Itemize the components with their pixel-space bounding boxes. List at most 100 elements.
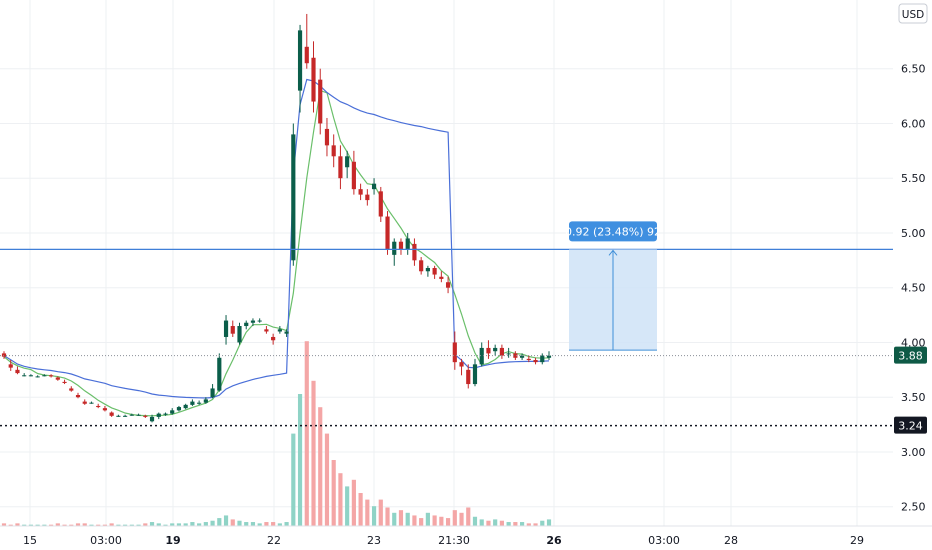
candle-body <box>459 362 464 367</box>
candle-body <box>156 413 161 417</box>
x-tick-label: 15 <box>23 534 37 547</box>
volume-bar <box>324 433 330 526</box>
volume-bar <box>42 524 47 526</box>
x-tick-label: 21:30 <box>438 534 470 547</box>
candle <box>493 344 498 356</box>
candle-body <box>324 128 330 146</box>
candle <box>28 374 33 377</box>
moving-average-path <box>3 89 550 417</box>
candle-body <box>378 191 383 217</box>
candle <box>365 189 370 206</box>
candle <box>116 414 121 417</box>
candle <box>15 366 20 375</box>
candle <box>371 178 377 195</box>
candle-body <box>546 355 552 358</box>
candle-body <box>419 260 424 272</box>
dotted-price-badge: 3.24 <box>898 420 923 433</box>
candles <box>1 13 552 423</box>
volume-bar <box>69 524 74 526</box>
candle <box>351 150 356 195</box>
candle <box>345 150 350 179</box>
volume-bars <box>1 341 552 526</box>
candle-body <box>244 322 249 327</box>
volume-bar <box>156 523 161 526</box>
candle-body <box>257 320 262 322</box>
candle <box>136 413 141 416</box>
volume-bar <box>250 522 256 526</box>
candle-body <box>1 353 7 357</box>
volume-bar <box>533 523 538 526</box>
volume-bar <box>129 524 134 526</box>
volume-bar <box>96 524 101 526</box>
candle-body <box>250 320 256 323</box>
volume-bar <box>197 523 202 526</box>
candle-body <box>351 161 356 190</box>
x-tick-label: 23 <box>367 534 381 547</box>
candle-body <box>22 375 27 377</box>
volume-bar <box>217 518 222 526</box>
candle-body <box>520 355 525 358</box>
candle <box>398 238 404 255</box>
candle-body <box>129 414 134 416</box>
volume-bar <box>392 512 397 526</box>
candle <box>271 333 276 345</box>
candle-body <box>149 416 155 422</box>
candle <box>385 211 390 255</box>
volume-bar <box>75 523 81 526</box>
volume-bar <box>116 524 121 526</box>
candle <box>499 344 504 359</box>
volume-bar <box>1 523 7 526</box>
candle <box>412 238 417 266</box>
volume-bar <box>183 523 188 526</box>
candle <box>123 414 128 417</box>
currency-label-box <box>898 3 928 24</box>
volume-bar <box>499 520 504 526</box>
candle <box>96 403 101 409</box>
overlays: 0.92 (23.48%) 92 <box>0 221 893 427</box>
volume-bar <box>466 507 471 526</box>
volume-bar <box>210 520 215 526</box>
volume-bar <box>109 523 114 526</box>
candle-body <box>8 364 13 368</box>
candle-body <box>385 216 390 250</box>
candle <box>230 320 235 337</box>
volume-bar <box>28 524 33 526</box>
volume-bar <box>540 520 545 526</box>
candle-body <box>358 189 363 195</box>
dotted-price-badge-bg <box>894 416 927 434</box>
candle <box>452 331 457 370</box>
candle <box>82 399 87 405</box>
y-tick-label: 6.00 <box>901 117 926 130</box>
volume-bar <box>351 479 356 526</box>
candle <box>69 386 74 392</box>
candle <box>190 399 195 406</box>
volume-bar <box>318 407 323 526</box>
x-tick-label: 19 <box>165 534 180 547</box>
volume-bar <box>271 522 276 526</box>
candle <box>264 326 269 334</box>
candle <box>439 271 444 283</box>
volume-bar <box>170 523 175 526</box>
candle-body <box>493 347 498 352</box>
candle-body <box>183 404 188 409</box>
candle-body <box>452 342 457 363</box>
candle-body <box>264 329 269 332</box>
candle-body <box>89 402 94 404</box>
volume-bar <box>244 522 249 526</box>
candle <box>324 117 330 157</box>
candle-body <box>533 359 538 363</box>
volume-bar <box>378 499 383 526</box>
candle-body <box>203 399 208 403</box>
candle <box>1 351 7 359</box>
volume-bar <box>506 522 511 526</box>
candle-body <box>412 243 417 261</box>
candle <box>432 265 437 279</box>
volume-bar <box>412 515 417 526</box>
candle-body <box>479 347 484 365</box>
volume-bar <box>546 519 552 526</box>
candle-body <box>318 79 323 124</box>
candle-body <box>338 156 343 179</box>
y-tick-label: 2.50 <box>901 501 926 514</box>
volume-bar <box>493 519 498 526</box>
